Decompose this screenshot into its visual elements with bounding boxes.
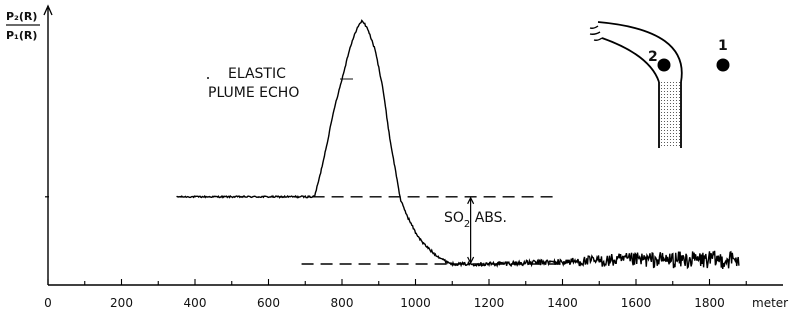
so2-text: SO bbox=[444, 210, 464, 226]
y-axis-label: P₂(R) P₁(R) bbox=[6, 10, 40, 42]
so2-suffix: ABS. bbox=[470, 210, 507, 226]
x-tick-label: 400 bbox=[184, 296, 207, 310]
x-axis-label: meter bbox=[752, 296, 788, 310]
x-tick-label: 1000 bbox=[400, 296, 431, 310]
x-tick-label: 600 bbox=[257, 296, 280, 310]
y-label-numerator: P₂(R) bbox=[6, 10, 37, 23]
x-tick-label: 0 bbox=[44, 296, 52, 310]
measurement-point-1 bbox=[716, 58, 730, 72]
signal-trace bbox=[176, 19, 740, 270]
marker-label-1: 1 bbox=[718, 38, 728, 54]
x-tick-label: 1400 bbox=[547, 296, 578, 310]
inset-stack-diagram: 2 1 bbox=[589, 21, 730, 148]
y-axis-arrow bbox=[43, 4, 53, 16]
x-tick-label: 1200 bbox=[474, 296, 505, 310]
annotation-so2: SO2 ABS. bbox=[444, 210, 507, 230]
x-tick-label: 200 bbox=[110, 296, 133, 310]
annotation-elastic: ELASTIC bbox=[228, 66, 286, 82]
x-tick-label: 1800 bbox=[694, 296, 725, 310]
annotation-plume-echo: PLUME ECHO bbox=[208, 85, 299, 101]
plume-outer-edge bbox=[597, 21, 683, 83]
x-ticks: 0 200 400 600 800 1000 1200 1400 1600 1800 bbox=[44, 279, 747, 310]
so2-absorption-arrow bbox=[467, 196, 475, 265]
measurement-point-2 bbox=[657, 58, 671, 72]
so2-subscript: 2 bbox=[464, 219, 470, 230]
so2-arrow-head-up bbox=[467, 196, 475, 205]
y-label-denominator: P₁(R) bbox=[6, 29, 37, 42]
stack-fill bbox=[659, 82, 681, 148]
plume-tail-marks bbox=[589, 25, 603, 41]
reference-levels bbox=[301, 196, 563, 265]
so2-arrow-head-down bbox=[467, 256, 475, 265]
x-tick-label: 1600 bbox=[621, 296, 652, 310]
marker-label-2: 2 bbox=[648, 49, 658, 65]
plume-inner-edge bbox=[601, 37, 660, 83]
x-tick-label: 800 bbox=[331, 296, 354, 310]
annotation-dot bbox=[207, 77, 209, 79]
